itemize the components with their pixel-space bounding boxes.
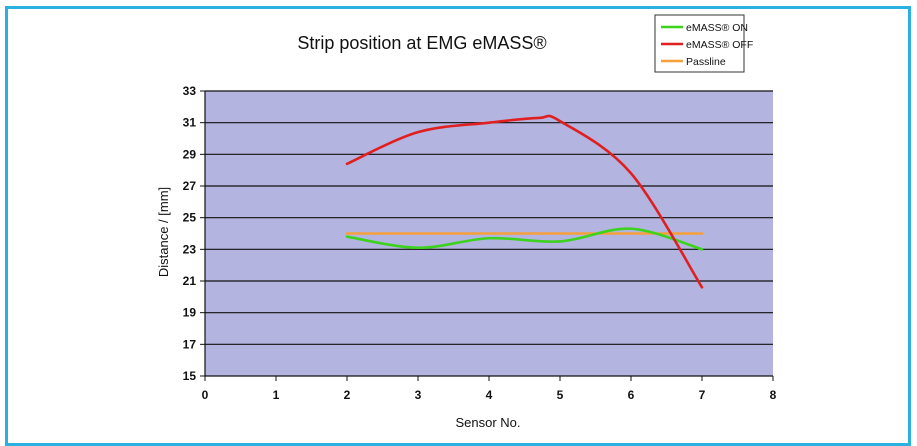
y-tick-label-29: 29 — [183, 147, 197, 161]
x-tick-label-3: 3 — [415, 388, 422, 402]
x-tick-label-8: 8 — [770, 388, 777, 402]
y-tick-label-33: 33 — [183, 84, 197, 98]
y-tick-label-17: 17 — [183, 337, 197, 351]
y-tick-label-15: 15 — [183, 369, 197, 383]
legend-label-emass-off: eMASS® OFF — [686, 39, 753, 51]
legend: eMASS® ON eMASS® OFF Passline — [654, 14, 753, 73]
y-axis-label: Distance / [mm] — [156, 187, 171, 277]
y-tick-label-23: 23 — [183, 242, 197, 256]
x-tick-label-5: 5 — [557, 388, 564, 402]
x-tick-label-0: 0 — [202, 388, 209, 402]
x-tick-label-6: 6 — [628, 388, 635, 402]
legend-label-passline: Passline — [686, 56, 726, 68]
series-group — [345, 114, 704, 289]
y-tick-label-27: 27 — [183, 179, 197, 193]
y-tick-label-21: 21 — [183, 274, 197, 288]
y-tick-label-31: 31 — [183, 116, 197, 130]
legend-items: eMASS® ON eMASS® OFF Passline — [661, 22, 753, 68]
x-axis-label: Sensor No. — [455, 415, 520, 430]
chart-title: Strip position at EMG eMASS® — [297, 33, 546, 53]
x-tick-label-1: 1 — [273, 388, 280, 402]
series-line-emass-on — [345, 227, 704, 251]
y-tick-label-19: 19 — [183, 306, 197, 320]
y-tick-label-25: 25 — [183, 211, 197, 225]
gridlines-group — [205, 90, 773, 345]
x-tick-label-4: 4 — [486, 388, 493, 402]
x-tick-label-2: 2 — [344, 388, 351, 402]
x-tick-label-7: 7 — [699, 388, 706, 402]
legend-label-emass-on: eMASS® ON — [686, 22, 748, 34]
series-line-emass-off — [345, 114, 704, 289]
